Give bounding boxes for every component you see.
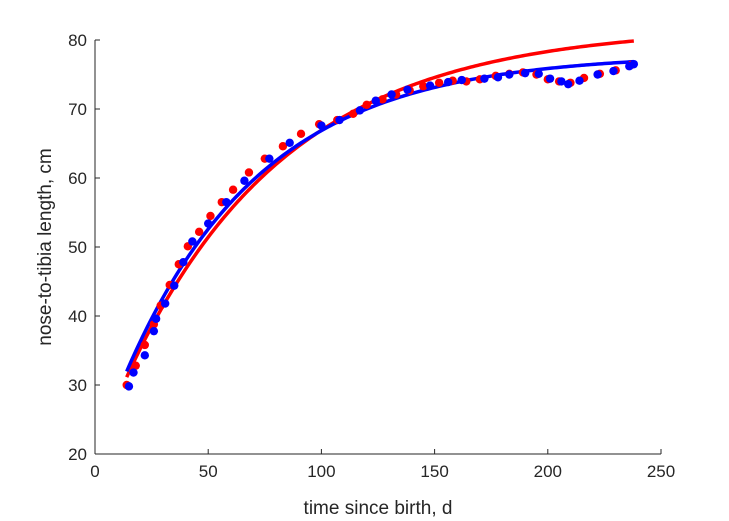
data-point <box>179 257 188 267</box>
data-point <box>244 168 254 177</box>
data-point <box>265 154 274 163</box>
x-tick-label: 150 <box>420 462 448 481</box>
y-tick-label: 20 <box>68 445 87 464</box>
data-point <box>387 90 396 99</box>
data-point <box>609 66 618 76</box>
data-point <box>222 197 231 207</box>
data-point <box>457 75 466 85</box>
data-point <box>403 85 412 94</box>
data-point <box>151 314 161 323</box>
data-point <box>194 227 204 237</box>
data-point <box>434 78 444 87</box>
data-point <box>335 115 344 125</box>
y-tick-label: 30 <box>68 376 87 395</box>
y-tick-label: 80 <box>68 31 87 50</box>
data-point <box>545 74 555 83</box>
x-tick-label: 0 <box>90 462 99 481</box>
data-point <box>520 68 530 78</box>
data-point <box>593 70 602 79</box>
data-point <box>480 74 489 83</box>
data-points <box>122 59 639 391</box>
data-point <box>129 368 138 377</box>
data-point <box>204 219 213 228</box>
data-point <box>348 109 358 119</box>
x-tick-label: 250 <box>647 462 675 481</box>
x-tick-label: 50 <box>199 462 218 481</box>
data-point <box>557 77 566 86</box>
data-point <box>425 81 435 90</box>
data-point <box>575 76 584 85</box>
x-axis-label: time since birth, d <box>304 498 453 519</box>
data-point <box>160 299 170 308</box>
data-point <box>419 82 428 91</box>
data-point <box>131 361 140 370</box>
data-point <box>534 69 543 79</box>
data-point <box>505 70 514 79</box>
data-point <box>188 237 197 246</box>
data-point <box>362 100 371 110</box>
y-tick-label: 40 <box>68 307 87 326</box>
data-point <box>278 142 288 151</box>
data-point <box>371 96 380 105</box>
y-tick-label: 50 <box>68 238 87 257</box>
data-point <box>124 382 134 391</box>
data-point <box>170 281 179 290</box>
data-point <box>317 121 326 130</box>
data-point <box>140 351 150 360</box>
data-point <box>228 185 238 194</box>
data-point <box>285 138 294 148</box>
data-point <box>140 340 150 350</box>
y-axis-label: nose-to-tibia length, cm <box>35 148 56 346</box>
data-point <box>355 106 365 115</box>
data-point <box>493 73 503 82</box>
x-tick-label: 200 <box>534 462 562 481</box>
x-tick-label: 100 <box>307 462 335 481</box>
data-point <box>296 129 306 139</box>
data-point <box>443 77 453 87</box>
data-point <box>563 79 573 89</box>
data-point <box>149 326 159 336</box>
ticks: 0 50 100 150 200 250 20 30 40 50 60 70 80 <box>68 31 675 481</box>
data-point <box>206 211 215 221</box>
data-point <box>629 59 639 69</box>
y-tick-label: 70 <box>68 100 87 119</box>
data-point <box>240 176 249 185</box>
y-tick-label: 60 <box>68 169 87 188</box>
data-point <box>378 95 387 104</box>
